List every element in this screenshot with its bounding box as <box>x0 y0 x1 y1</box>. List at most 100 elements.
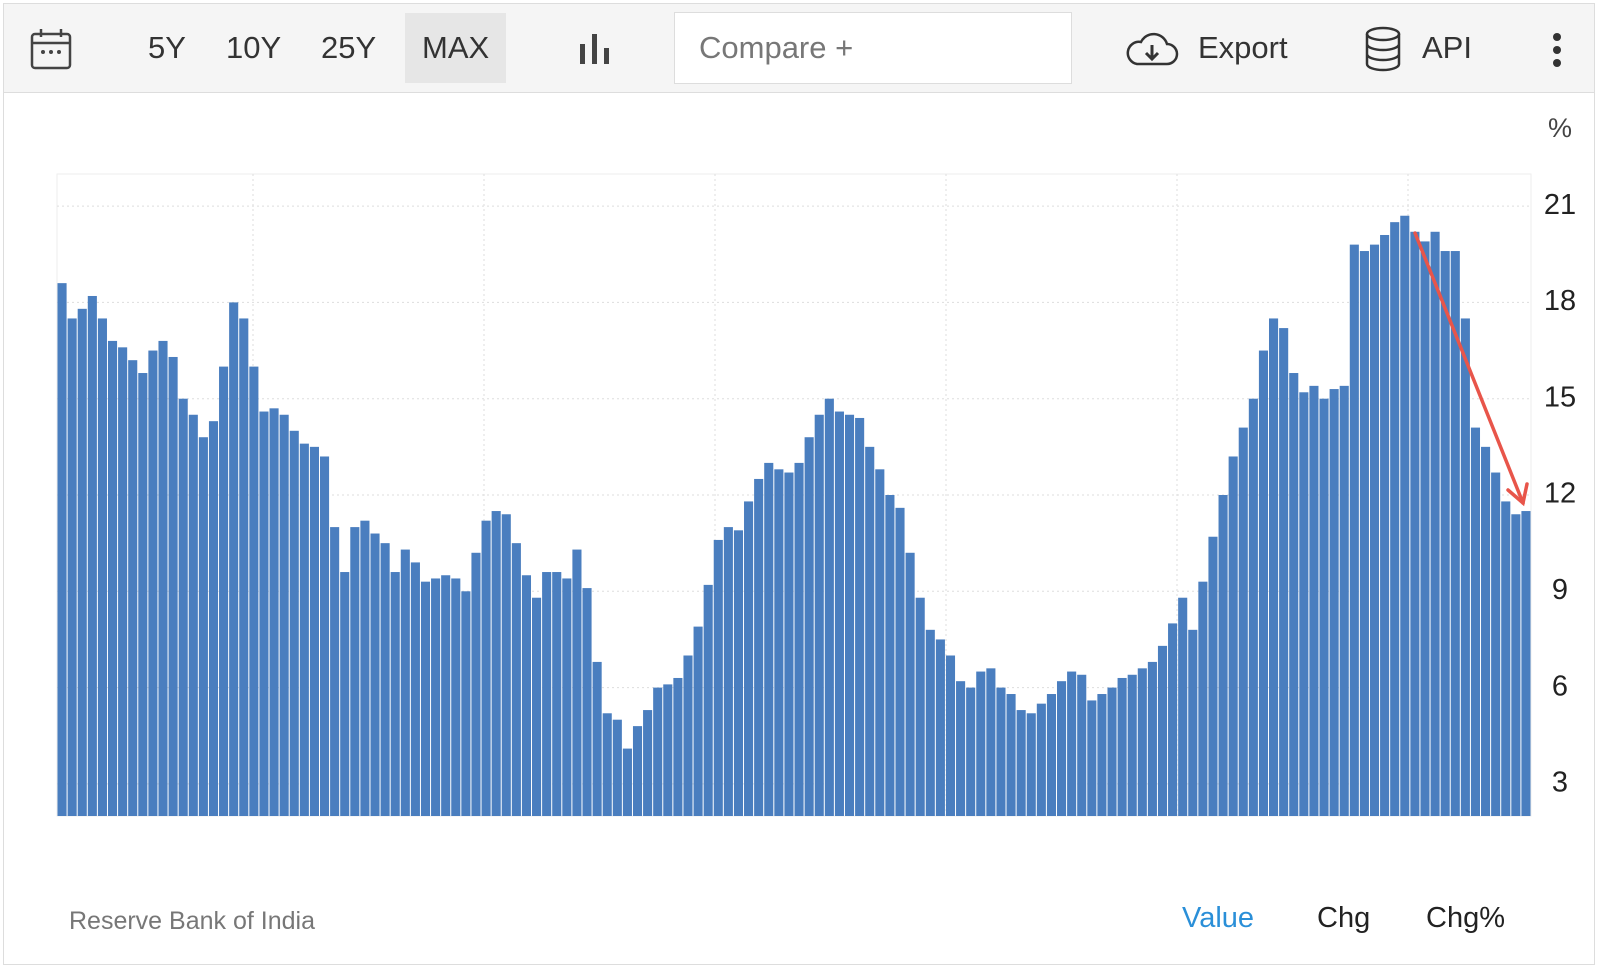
tab[interactable]: Chg <box>1317 902 1371 934</box>
bar <box>1178 597 1188 816</box>
tab[interactable]: Chg% <box>1426 902 1505 934</box>
api-icon[interactable] <box>1363 26 1403 72</box>
bar <box>229 302 239 816</box>
bar <box>1511 514 1521 816</box>
bar <box>319 456 330 816</box>
bar <box>966 687 976 816</box>
bar <box>643 710 653 816</box>
bar <box>1369 244 1380 816</box>
bar <box>1460 318 1470 816</box>
export-icon[interactable] <box>1125 32 1179 68</box>
bar <box>1400 215 1410 817</box>
bar <box>794 462 804 816</box>
bar <box>67 318 77 816</box>
bar <box>57 283 67 816</box>
bar <box>1117 677 1127 816</box>
bar <box>713 539 723 816</box>
bar <box>309 446 319 816</box>
bar <box>1127 674 1137 816</box>
bar <box>986 668 996 816</box>
bar <box>844 414 855 816</box>
bar <box>774 469 784 816</box>
bar <box>1238 427 1248 816</box>
tab[interactable]: Value <box>1182 902 1255 934</box>
api-button[interactable]: API <box>1422 30 1472 65</box>
bar <box>138 373 148 816</box>
chart-type-icon[interactable] <box>578 32 612 66</box>
bar <box>1319 398 1329 816</box>
bar <box>784 472 794 816</box>
bar <box>935 639 945 816</box>
bar <box>1097 694 1107 816</box>
y-tick-label: 3 <box>1552 767 1568 799</box>
compare-input[interactable]: Compare + <box>674 12 1072 84</box>
bar <box>723 527 733 816</box>
bar <box>632 726 643 816</box>
bar <box>259 411 269 816</box>
bar <box>1339 385 1349 816</box>
bar <box>128 360 138 816</box>
bar <box>97 318 107 816</box>
calendar-icon[interactable] <box>30 28 72 70</box>
bar <box>1289 373 1299 816</box>
bar <box>1329 389 1339 816</box>
bar <box>976 671 986 816</box>
bar <box>188 414 198 816</box>
bar <box>552 572 562 816</box>
bar <box>360 520 370 816</box>
bar <box>1450 251 1460 817</box>
bar <box>733 530 744 816</box>
bar <box>693 626 703 816</box>
bar <box>945 655 956 816</box>
bar <box>1440 251 1450 817</box>
range-button[interactable]: 25Y <box>321 30 377 65</box>
bar <box>1107 687 1117 816</box>
bar <box>562 578 572 816</box>
bar <box>1390 222 1400 816</box>
bar <box>1147 661 1157 816</box>
bar <box>269 408 279 816</box>
bar <box>1501 501 1511 816</box>
bar <box>754 478 764 816</box>
range-button[interactable]: 10Y <box>226 30 282 65</box>
bar <box>764 462 774 816</box>
menu-icon[interactable] <box>1551 32 1563 68</box>
bar <box>1046 694 1056 816</box>
bar <box>431 578 441 816</box>
bar <box>885 495 895 816</box>
source: Reserve Bank of India <box>69 907 315 935</box>
bar <box>390 572 400 816</box>
bar <box>895 507 905 816</box>
bar <box>1218 495 1228 816</box>
bar <box>1077 674 1087 816</box>
bar <box>168 356 178 816</box>
y-tick-label: 18 <box>1544 285 1576 317</box>
bar <box>1228 456 1238 816</box>
bar <box>683 655 693 816</box>
bar <box>461 591 471 816</box>
bar <box>855 417 865 816</box>
bar <box>875 469 885 816</box>
widget: 5Y 10Y 25Y MAX Compare + Export API Rese… <box>3 3 1595 965</box>
bar <box>1481 446 1491 816</box>
bar <box>1279 328 1289 816</box>
bar <box>1380 234 1390 817</box>
bar <box>1208 536 1218 816</box>
bar <box>1410 231 1420 816</box>
export-button[interactable]: Export <box>1198 30 1288 65</box>
bar <box>996 687 1006 816</box>
bar <box>673 677 683 816</box>
bar <box>744 501 754 816</box>
bar <box>602 713 612 816</box>
range-button[interactable]: 5Y <box>148 30 186 65</box>
unit-label: % <box>1548 113 1572 143</box>
y-tick-label: 6 <box>1552 670 1568 702</box>
bar <box>77 308 87 816</box>
bar <box>501 514 511 816</box>
range-button[interactable]: MAX <box>405 13 507 83</box>
bar <box>87 295 97 817</box>
bar <box>1157 645 1168 816</box>
bar <box>1430 231 1440 816</box>
bar <box>239 318 249 816</box>
bar <box>148 350 158 816</box>
